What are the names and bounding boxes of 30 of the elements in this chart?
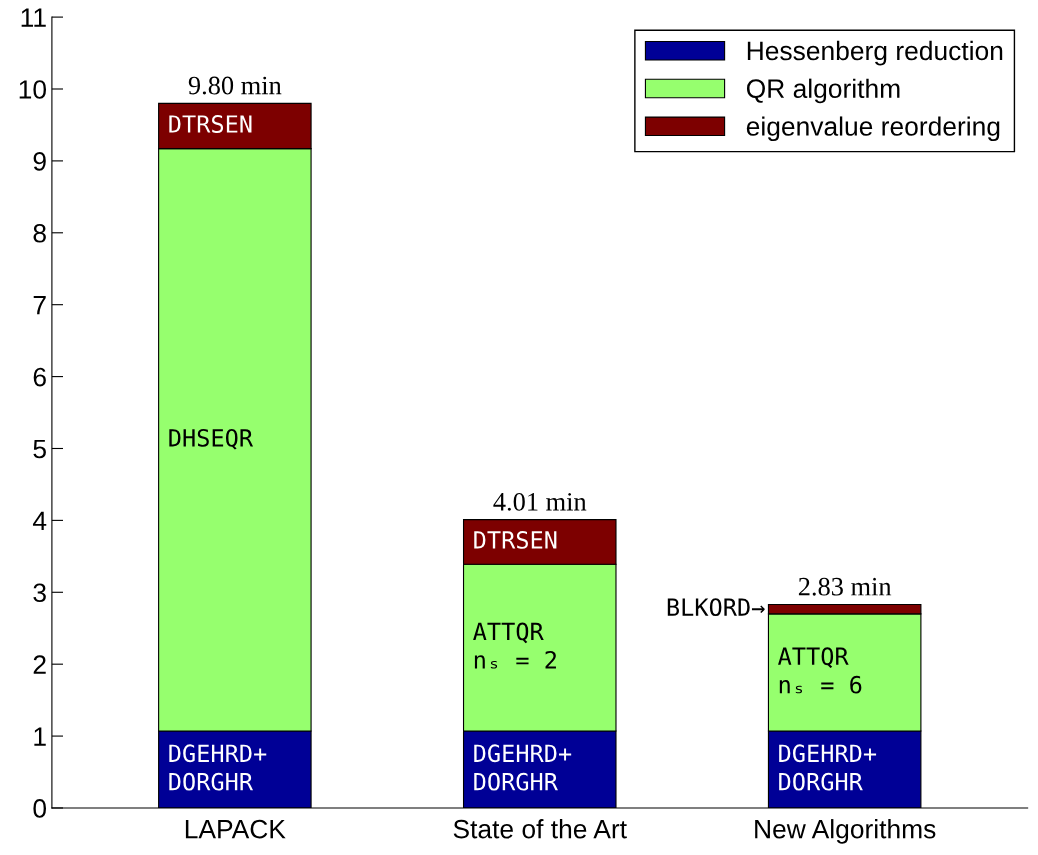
- y-tick-label: 8: [33, 223, 46, 243]
- annotation: BLKORD→: [667, 598, 765, 617]
- annotation: DHSEQR: [169, 428, 254, 450]
- total-label: 4.01 min: [493, 492, 587, 511]
- annotation: ATTQR nₛ = 2: [473, 622, 556, 669]
- y-tick-label: 6: [33, 367, 46, 387]
- annotation: DGEHRD+ DORGHR: [169, 744, 267, 791]
- y-tick-label: 9: [33, 152, 46, 171]
- x-tick-label: LAPACK: [185, 819, 286, 839]
- legend-label: QR algorithm: [746, 78, 900, 104]
- y-tick-label: 11: [21, 8, 46, 27]
- y-tick-label: 7: [33, 296, 46, 315]
- annotation: DTRSEN: [169, 115, 252, 133]
- x-tick-label: New Algorithms: [755, 819, 936, 844]
- annotation: DGEHRD+ DORGHR: [779, 744, 877, 791]
- y-tick-label: 10: [19, 80, 47, 99]
- legend-label: eigenvalue reordering: [746, 116, 1000, 142]
- y-tick-label: 4: [32, 511, 47, 530]
- total-label: 9.80 min: [188, 76, 282, 95]
- y-tick-label: 2: [33, 655, 46, 674]
- annotation: DTRSEN: [474, 531, 557, 549]
- x-tick-label: State of the Art: [453, 819, 627, 839]
- y-tick-label: 3: [33, 583, 46, 603]
- y-tick-label: 0: [33, 799, 47, 818]
- annotation: ATTQR nₛ = 6: [778, 647, 862, 694]
- total-label: 2.83 min: [798, 577, 892, 596]
- y-tick-label: 5: [33, 439, 46, 459]
- legend-label: Hessenberg reduction: [747, 40, 1003, 66]
- annotation: DGEHRD+ DORGHR: [474, 744, 572, 791]
- y-tick-label: 1: [34, 727, 46, 746]
